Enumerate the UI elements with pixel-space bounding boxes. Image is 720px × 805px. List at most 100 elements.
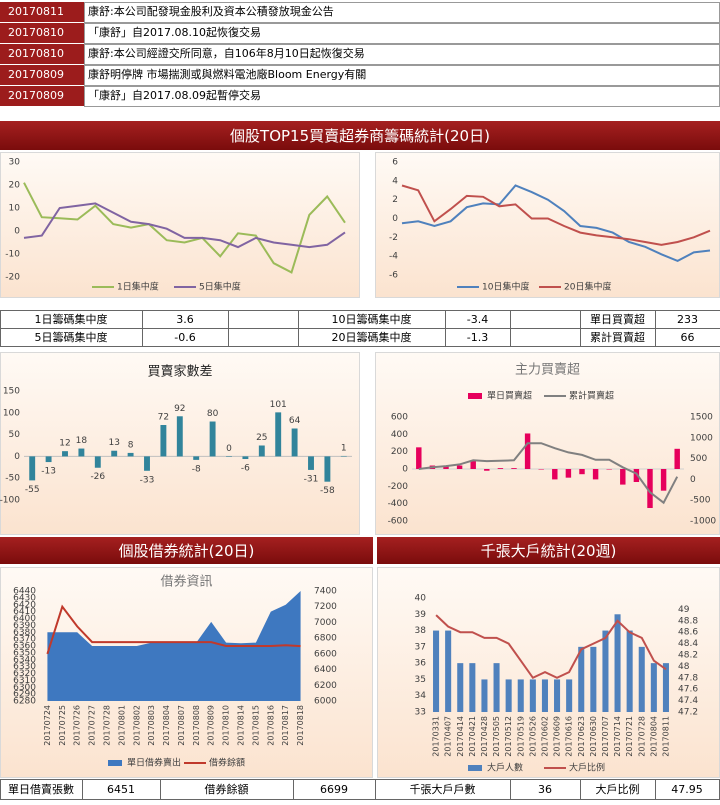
chart-bg — [0, 152, 360, 298]
y-tick-label: 34 — [415, 691, 427, 701]
x-tick-label: 20170814 — [237, 705, 246, 746]
bar — [541, 679, 548, 712]
legend-swatch — [468, 393, 482, 399]
news-title: 「康舒」自2017.08.09起暫停交易 — [88, 88, 261, 102]
y2-tick-label: 6000 — [314, 697, 337, 707]
bar — [242, 456, 249, 460]
bar — [209, 421, 216, 457]
table-cell — [510, 310, 581, 329]
y2-tick-label: 500 — [690, 454, 707, 464]
bar — [578, 646, 585, 712]
y-tick-label: 6370 — [13, 635, 36, 645]
x-tick-label: 20170726 — [73, 705, 82, 746]
bar — [579, 469, 585, 475]
bar — [565, 469, 572, 478]
y2-tick-label: 6400 — [314, 665, 337, 675]
news-date: 20170809 — [8, 68, 64, 81]
x-tick-label: 20170725 — [58, 705, 67, 746]
y-tick-label: 6340 — [13, 655, 36, 665]
x-tick-label: 20170808 — [192, 705, 201, 746]
y2-tick-label: 47.6 — [678, 685, 698, 695]
y-tick-label: 200 — [391, 447, 408, 457]
y-tick-label: 6280 — [13, 697, 36, 707]
bar — [650, 663, 657, 712]
y-tick-label: 20 — [9, 181, 21, 191]
x-tick-label: 20170630 — [589, 716, 598, 757]
date-cell — [0, 44, 84, 64]
legend-swatch — [108, 760, 122, 766]
bar — [552, 469, 558, 480]
news-title: 康舒:本公司配發現金股利及資本公積發放現金公告 — [88, 4, 334, 18]
bar — [111, 450, 118, 457]
y-tick-label: -400 — [388, 499, 409, 509]
data-label: 72 — [158, 413, 169, 423]
bar — [660, 469, 667, 491]
x-tick-label: 20170811 — [661, 716, 670, 757]
table-cell — [655, 328, 720, 347]
y2-tick-label: 6200 — [314, 681, 337, 691]
bar — [416, 447, 422, 469]
y-tick-label: 38 — [415, 626, 427, 636]
date-cell — [0, 86, 84, 106]
y-tick-label: -20 — [5, 273, 20, 283]
bar — [481, 679, 488, 712]
y-tick-label: 6390 — [13, 621, 36, 631]
bar — [529, 679, 536, 712]
y2-tick-label: 47.2 — [678, 708, 698, 718]
section-title: 個股借券統計(20日) — [119, 542, 255, 560]
section-header — [0, 537, 373, 564]
data-label: -6 — [241, 464, 250, 474]
y-tick-label: 2 — [392, 195, 398, 205]
bar — [469, 663, 476, 712]
y-tick-label: -10 — [5, 250, 20, 260]
news-date: 20170810 — [8, 47, 64, 60]
bar — [226, 456, 232, 457]
x-tick-label: 20170818 — [296, 705, 305, 746]
x-tick-label: 20170602 — [540, 716, 549, 757]
bar — [602, 630, 609, 712]
data-label: -55 — [25, 485, 40, 495]
x-tick-label: 20170804 — [162, 705, 171, 746]
cell-text: 大戶比例 — [596, 782, 640, 796]
bar — [620, 469, 626, 485]
x-tick-label: 20170616 — [565, 716, 574, 757]
chart-title: 借券資訊 — [160, 574, 212, 590]
bar — [62, 451, 68, 457]
cell-text: -0.6 — [174, 331, 195, 344]
bar — [497, 468, 504, 469]
legend-label: 單日買賣超 — [487, 390, 532, 402]
cell-text: 5日籌碼集中度 — [35, 330, 108, 344]
bar — [493, 663, 500, 712]
cell-text: 66 — [681, 331, 695, 344]
x-tick-label: 20170807 — [177, 705, 186, 746]
x-tick-label: 20170724 — [43, 705, 52, 746]
y-tick-label: 6310 — [13, 676, 36, 686]
y-tick-label: 6410 — [13, 607, 36, 617]
bar — [193, 456, 200, 460]
news-title: 康舒明停牌 市場揣測或與燃料電池廠Bloom Energy有關 — [88, 67, 366, 81]
legend-label: 10日集中度 — [482, 281, 529, 293]
y-tick-label: 6 — [392, 158, 398, 168]
y-tick-label: 10 — [9, 204, 21, 214]
data-label: 92 — [174, 404, 185, 414]
bar — [511, 468, 517, 469]
section-header — [377, 537, 720, 564]
y2-tick-label: 1500 — [690, 413, 713, 423]
y-tick-label: 6330 — [13, 662, 36, 672]
y-tick-label: 6400 — [13, 614, 36, 624]
y2-tick-label: 48.6 — [678, 628, 698, 638]
legend-label: 大戶比例 — [569, 762, 605, 774]
section-title: 個股TOP15買賣超券商籌碼統計(20日) — [230, 127, 490, 145]
bar — [433, 630, 440, 712]
bottom-table: 單日借賣張數 6451 借券餘額 6699 千張大戶戶數 36 大戶比例 47.95 — [0, 779, 720, 800]
date-cell — [0, 23, 84, 43]
section-header — [0, 121, 720, 150]
bar — [308, 456, 314, 470]
x-tick-label: 20170728 — [637, 716, 646, 757]
y2-tick-label: 6800 — [314, 634, 337, 644]
x-tick-label: 20170803 — [147, 705, 156, 746]
data-label: -31 — [304, 474, 319, 484]
y-tick-label: 6430 — [13, 593, 36, 603]
cell-text: 20日籌碼集中度 — [332, 330, 412, 344]
